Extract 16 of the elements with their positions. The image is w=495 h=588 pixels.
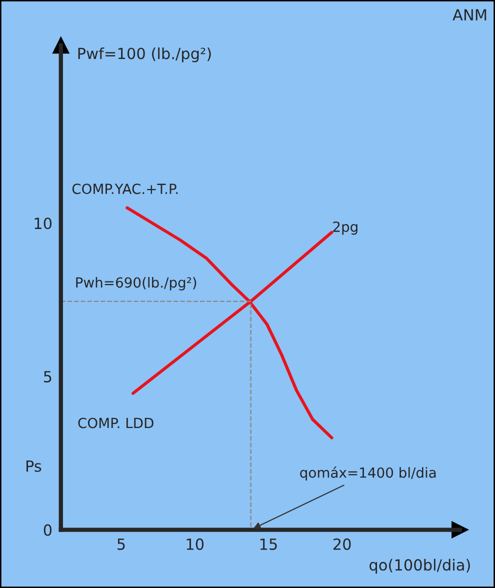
y-tick-label: 0 <box>44 524 52 536</box>
annotation: 2pg <box>333 222 358 235</box>
x-tick-label: 10 <box>186 538 204 550</box>
x-axis-title: qo(100bl/dia) <box>370 558 470 574</box>
text: Ps <box>26 460 42 472</box>
annotation: qomáx=1400 bl/dia <box>300 466 436 481</box>
y-tick-label: 5 <box>44 371 52 382</box>
text: ANM <box>452 9 486 20</box>
x-tick-label: 5 <box>118 538 125 550</box>
x-tick-label: 20 <box>333 538 351 550</box>
y-tick-label: 10 <box>34 218 52 230</box>
series-label: COMP.YAC.+T.P. <box>72 184 178 194</box>
text: COMP. LDD <box>78 418 154 428</box>
x-tick-label: 15 <box>260 538 277 550</box>
y-axis-title: Pwf=100 (lb./pg²) <box>78 47 211 62</box>
annotation: Pwh=690(lb./pg²) <box>76 276 196 290</box>
